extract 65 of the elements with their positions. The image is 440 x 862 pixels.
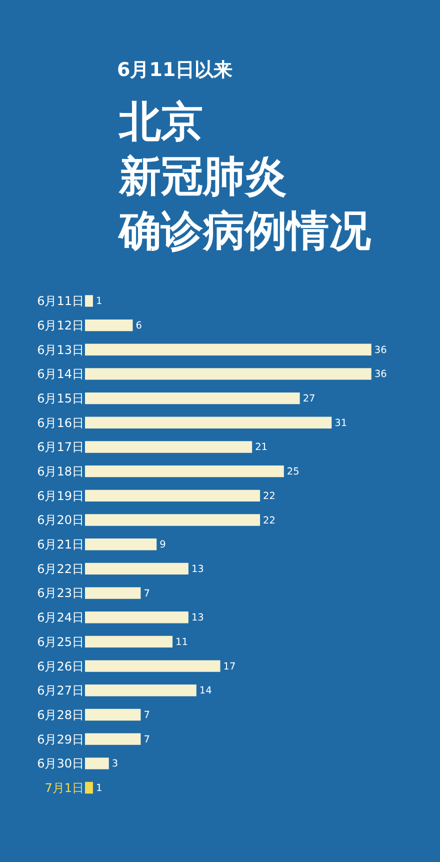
y-tick-label: 6月13日	[37, 342, 84, 357]
y-tick-label: 6月26日	[37, 659, 84, 674]
data-label: 31	[334, 418, 348, 429]
data-label: 9	[160, 540, 166, 551]
data-label: 6	[136, 320, 142, 332]
y-tick-label: 6月22日	[37, 562, 84, 576]
data-label: 25	[286, 466, 300, 478]
bar	[85, 733, 141, 745]
bar	[85, 782, 93, 794]
data-label: 27	[302, 394, 316, 405]
y-tick-label: 6月29日	[37, 732, 84, 746]
bar	[85, 368, 372, 380]
y-tick-label: 6月27日	[37, 684, 84, 698]
y-tick-label: 6月20日	[37, 513, 84, 528]
data-label: 36	[374, 344, 387, 356]
y-tick-label: 6月18日	[37, 464, 84, 479]
bar	[85, 538, 157, 550]
data-label: 7	[144, 710, 150, 721]
y-tick-label: 6月23日	[37, 586, 84, 600]
bar	[85, 660, 220, 672]
bar	[85, 344, 372, 356]
y-tick-label: 6月11日	[37, 294, 84, 308]
data-label: 7	[144, 734, 150, 746]
data-label: 21	[255, 442, 268, 454]
y-tick-label: 6月24日	[37, 610, 84, 625]
data-label: 36	[374, 369, 387, 380]
data-label: 14	[199, 686, 212, 697]
bar	[85, 295, 93, 307]
data-label: 17	[223, 661, 236, 672]
y-tick-label: 6月25日	[37, 634, 84, 649]
chart-title: 北京新冠肺炎确诊病例情况	[117, 97, 371, 256]
bar	[85, 465, 284, 478]
y-tick-label: 6月14日	[37, 367, 84, 382]
y-tick-label: 6月30日	[37, 756, 84, 771]
bar	[85, 587, 141, 599]
bar	[85, 514, 260, 526]
y-tick-label: 6月17日	[37, 440, 84, 454]
data-label: 22	[263, 490, 276, 502]
data-label: 22	[263, 515, 276, 526]
bar	[85, 441, 252, 453]
bar	[85, 416, 332, 428]
chart-subtitle: 6月11日以来	[117, 59, 233, 81]
bar	[85, 319, 133, 332]
data-label: 7	[144, 588, 150, 600]
bar	[85, 490, 260, 502]
bar	[85, 562, 188, 575]
y-tick-label: 6月19日	[37, 488, 84, 503]
data-label: 11	[176, 636, 188, 648]
bar	[85, 708, 141, 721]
bar	[85, 612, 188, 624]
bar	[85, 636, 173, 648]
bar	[85, 684, 196, 696]
data-label: 3	[112, 758, 118, 770]
y-tick-label: 6月28日	[37, 708, 84, 722]
y-tick-label: 7月1日	[44, 780, 84, 795]
y-tick-label: 6月12日	[37, 318, 84, 332]
y-tick-label: 6月15日	[37, 392, 84, 406]
data-label: 13	[191, 612, 204, 624]
data-label: 1	[96, 783, 102, 794]
data-label: 13	[191, 564, 204, 575]
data-label: 1	[96, 296, 102, 308]
bar	[85, 392, 300, 404]
y-tick-label: 6月16日	[37, 416, 84, 430]
y-tick-label: 6月21日	[37, 538, 84, 552]
bar	[85, 758, 109, 770]
